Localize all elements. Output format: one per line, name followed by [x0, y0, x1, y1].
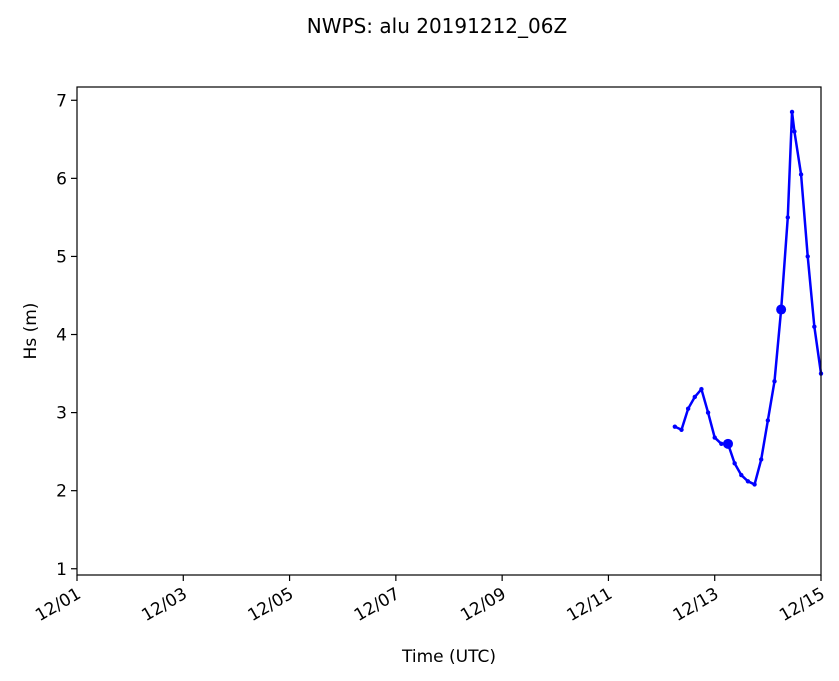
- y-tick-label: 7: [56, 91, 67, 111]
- data-point: [745, 479, 751, 484]
- data-point: [712, 435, 717, 440]
- data-point: [772, 379, 777, 384]
- plot-frame: [76, 86, 822, 576]
- y-tick-label: 4: [56, 326, 67, 346]
- data-point: [679, 427, 684, 432]
- data-point: [739, 472, 744, 478]
- y-tick-label: 5: [56, 247, 67, 267]
- data-point: [732, 461, 737, 466]
- data-point: [805, 254, 810, 259]
- chart-title: NWPS: alu 20191212_06Z: [307, 14, 567, 38]
- data-point: [685, 406, 691, 411]
- y-tick-label: 6: [56, 169, 67, 189]
- highlight-point: [776, 304, 787, 315]
- data-point: [692, 394, 697, 400]
- y-tick-label: 2: [56, 482, 67, 502]
- data-point: [789, 109, 795, 115]
- data-point: [719, 441, 724, 447]
- data-point: [752, 482, 757, 487]
- data-point: [812, 324, 817, 329]
- data-point: [792, 129, 797, 134]
- data-point: [765, 418, 771, 423]
- data-point: [785, 215, 790, 220]
- data-point: [798, 172, 804, 177]
- data-point: [672, 424, 678, 429]
- data-point: [699, 386, 704, 392]
- data-point: [759, 457, 764, 462]
- y-tick-label: 1: [56, 560, 67, 580]
- x-axis-label: Time (UTC): [401, 647, 496, 667]
- data-point: [705, 410, 711, 415]
- highlight-point: [723, 438, 733, 449]
- y-tick-label: 3: [56, 404, 67, 424]
- y-axis-label: Hs (m): [21, 303, 41, 360]
